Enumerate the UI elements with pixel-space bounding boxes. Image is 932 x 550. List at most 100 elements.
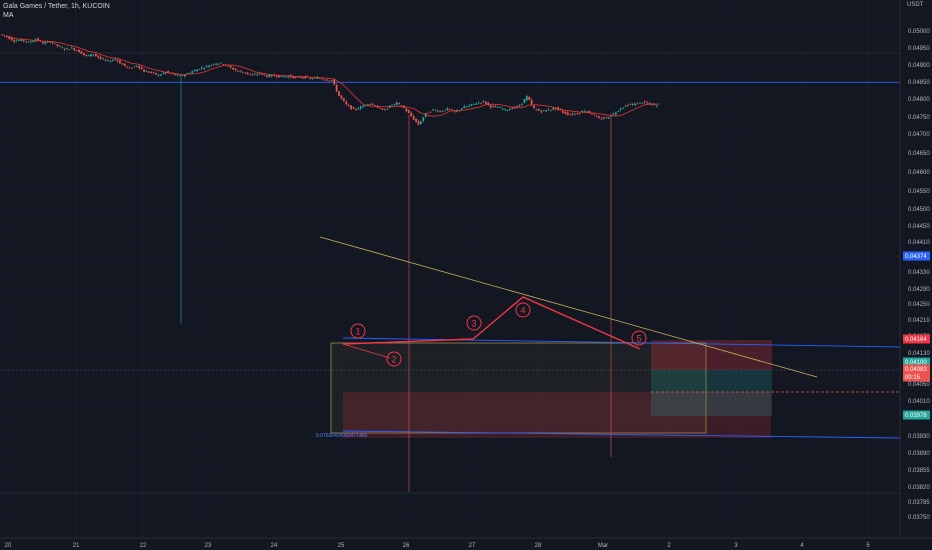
candle-body bbox=[328, 80, 331, 82]
candle-body bbox=[516, 105, 519, 108]
y-tick-label: 0.03820 bbox=[908, 485, 930, 491]
candle-body bbox=[54, 43, 56, 45]
candle-body bbox=[94, 54, 97, 56]
candle-body bbox=[338, 91, 340, 96]
candle-body bbox=[629, 104, 632, 105]
candle-body bbox=[292, 76, 295, 79]
candle-body bbox=[598, 116, 600, 119]
pattern-zone-box bbox=[330, 342, 707, 434]
candle-body bbox=[147, 71, 150, 73]
candle-body bbox=[198, 69, 201, 71]
candle-body bbox=[309, 78, 312, 79]
price-axis-panel bbox=[900, 0, 932, 550]
candle-body bbox=[379, 107, 381, 109]
candle-body bbox=[203, 68, 206, 69]
x-tick-label: 20 bbox=[5, 543, 12, 549]
symbol-title[interactable]: Gala Games / Tether, 1h, KUCOIN bbox=[3, 3, 110, 10]
candle-body bbox=[5, 35, 8, 37]
candle-body bbox=[631, 103, 634, 105]
candle-body bbox=[196, 69, 198, 72]
candle-body bbox=[200, 67, 203, 69]
candle-body bbox=[564, 111, 567, 114]
candle-body bbox=[150, 71, 153, 73]
y-tick-label: 0.04850 bbox=[908, 80, 930, 86]
candle-body bbox=[398, 102, 401, 104]
candle-body bbox=[155, 73, 157, 75]
candle-body bbox=[273, 75, 275, 77]
price-label-text: 0.04164 bbox=[905, 337, 927, 343]
candle-body bbox=[333, 79, 336, 85]
indicator-legend[interactable]: MA bbox=[3, 12, 14, 19]
candle-body bbox=[22, 39, 25, 42]
candle-body bbox=[227, 65, 230, 67]
candle-body bbox=[131, 68, 133, 69]
drawings[interactable]: 1 2 3 4 5 0.07620406060471465 bbox=[316, 236, 901, 439]
candle-body bbox=[583, 111, 586, 112]
y-tick-label: 0.04050 bbox=[908, 382, 930, 388]
candle-body bbox=[441, 111, 444, 112]
candle-body bbox=[268, 74, 271, 78]
candle-body bbox=[326, 79, 328, 81]
candle-body bbox=[352, 107, 355, 109]
candle-body bbox=[157, 74, 160, 76]
candles[interactable] bbox=[1, 34, 658, 492]
chart-grid bbox=[0, 0, 900, 538]
candle-body bbox=[232, 67, 235, 70]
candle-body bbox=[222, 64, 225, 66]
candle-body bbox=[475, 103, 478, 105]
candle-body bbox=[265, 75, 268, 77]
x-tick-label: 23 bbox=[205, 543, 212, 549]
candle-body bbox=[460, 108, 463, 111]
time-axis[interactable]: 20 21 22 23 24 25 26 27 28 Mar 2 3 4 5 bbox=[0, 537, 932, 549]
candle-body bbox=[345, 101, 348, 105]
candle-body bbox=[123, 63, 126, 66]
candle-body bbox=[340, 95, 343, 99]
candle-body bbox=[135, 65, 138, 67]
candle-body bbox=[282, 76, 285, 78]
candle-body bbox=[574, 113, 576, 115]
candle-body bbox=[234, 68, 237, 71]
pattern-line-segment bbox=[342, 343, 391, 359]
candle-body bbox=[109, 61, 112, 63]
candle-body bbox=[217, 63, 220, 65]
candle-body bbox=[167, 71, 170, 73]
candle-body bbox=[470, 103, 473, 106]
candle-body bbox=[191, 71, 194, 74]
x-tick-label: 2 bbox=[667, 543, 671, 549]
y-tick-label: 0.03855 bbox=[908, 468, 930, 474]
candle-body bbox=[140, 67, 143, 70]
x-tick-label: Mar bbox=[598, 543, 608, 549]
candle-body bbox=[518, 105, 521, 107]
candle-body bbox=[244, 72, 247, 74]
candle-body bbox=[114, 58, 117, 60]
candle-body bbox=[119, 60, 121, 64]
candle-body bbox=[410, 112, 413, 117]
candle-body bbox=[446, 107, 449, 111]
candle-body bbox=[162, 72, 165, 74]
candle-body bbox=[210, 64, 213, 66]
candle-body bbox=[429, 111, 432, 113]
candle-body bbox=[419, 121, 422, 125]
candle-body bbox=[432, 109, 434, 111]
candle-body bbox=[653, 104, 656, 106]
candle-body bbox=[193, 70, 196, 72]
candle-body bbox=[547, 109, 550, 111]
y-tick-label: 0.04010 bbox=[908, 399, 930, 405]
price-label-text: 0.04100 bbox=[905, 360, 927, 366]
candle-body bbox=[405, 108, 408, 112]
candle-body bbox=[237, 70, 239, 72]
candle-body bbox=[468, 105, 470, 107]
candle-body bbox=[78, 49, 80, 53]
pattern-point-marker bbox=[350, 323, 366, 339]
candle-body bbox=[605, 117, 608, 119]
candle-body bbox=[523, 99, 526, 104]
y-tick-label: 0.04950 bbox=[908, 46, 930, 52]
candle-body bbox=[27, 41, 30, 43]
candle-body bbox=[92, 54, 95, 56]
x-tick-label: 28 bbox=[535, 543, 542, 549]
price-label-bg bbox=[903, 334, 930, 344]
candle-body bbox=[208, 65, 210, 68]
candle-body bbox=[509, 108, 511, 111]
candle-body bbox=[607, 117, 610, 119]
